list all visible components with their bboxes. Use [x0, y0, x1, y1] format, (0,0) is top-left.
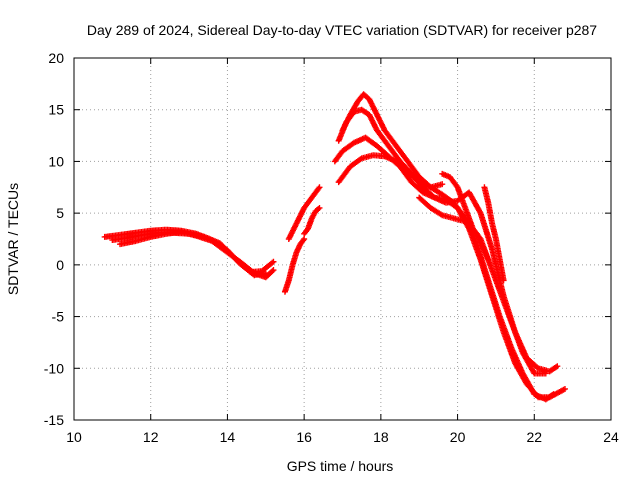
series-track-9 [331, 134, 561, 375]
y-tick-label: 10 [48, 153, 64, 169]
y-tick-label: 0 [56, 257, 64, 273]
x-tick-label: 24 [603, 429, 619, 445]
x-tick-label: 20 [450, 429, 466, 445]
chart-title: Day 289 of 2024, Sidereal Day-to-day VTE… [87, 22, 597, 38]
series-track-10 [335, 152, 446, 191]
data-point [316, 184, 323, 191]
x-tick-label: 22 [526, 429, 542, 445]
data-point [315, 185, 322, 192]
x-tick-label: 10 [66, 429, 82, 445]
y-tick-label: -5 [52, 309, 65, 325]
series-track-12 [439, 170, 492, 263]
x-tick-label: 18 [373, 429, 389, 445]
series-track-8 [335, 106, 568, 401]
data-point [561, 385, 568, 392]
data-point [316, 204, 323, 211]
x-tick-label: 12 [143, 429, 159, 445]
data-point [439, 181, 446, 188]
data-point [301, 236, 308, 242]
data-point [315, 206, 322, 213]
x-tick-label: 16 [296, 429, 312, 445]
tick-labels: 10 12 14 16 18 20 22 24 -15 -10 -5 0 5 10 15 20 [44, 50, 619, 445]
series-track-13 [481, 184, 507, 284]
data-point [500, 277, 507, 284]
plot-frame [73, 57, 612, 421]
series-track-6 [301, 204, 323, 237]
y-tick-label: -15 [44, 412, 64, 428]
x-axis-label: GPS time / hours [287, 458, 394, 474]
series-track-3 [117, 228, 277, 281]
data-point [485, 256, 492, 263]
data-point [270, 267, 277, 274]
y-axis-label: SDTVAR / TECUs [5, 183, 21, 295]
y-tick-label: -10 [44, 360, 64, 376]
data-point [269, 268, 276, 275]
y-tick-label: 20 [48, 50, 64, 66]
x-tick-label: 14 [220, 429, 236, 445]
data-point [542, 370, 549, 377]
y-tick-label: 15 [48, 102, 64, 118]
data-point [269, 259, 276, 266]
data-point [554, 363, 561, 370]
series-track-4 [281, 236, 308, 295]
data-point [270, 258, 277, 265]
y-tick-label: 5 [56, 205, 64, 221]
data-point [553, 364, 560, 371]
data-points [101, 91, 568, 403]
series-track-5 [285, 184, 323, 242]
data-point [300, 237, 307, 244]
series-track-2 [109, 229, 269, 279]
